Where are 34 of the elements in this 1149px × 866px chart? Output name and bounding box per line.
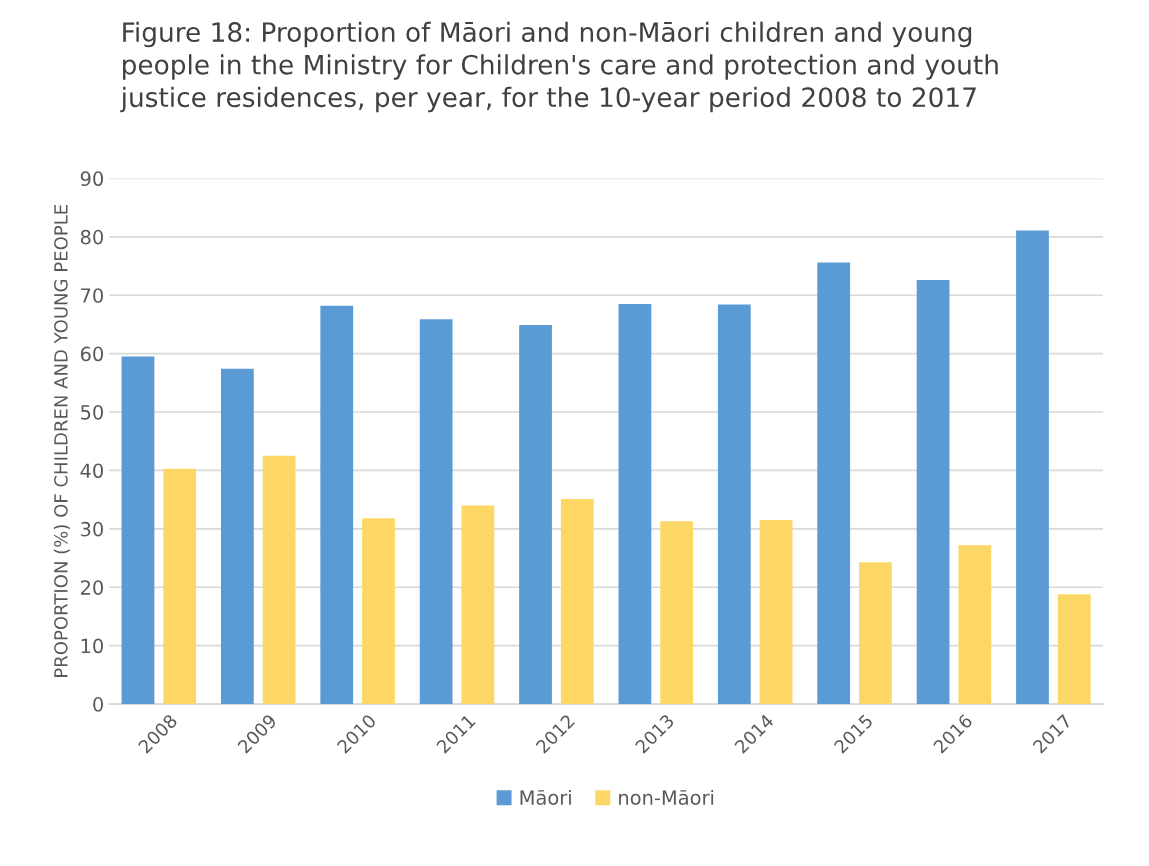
- bar: [817, 262, 851, 705]
- y-tick-label: 80: [80, 229, 103, 245]
- bar: [717, 304, 751, 705]
- bar: [560, 499, 594, 705]
- bar: [958, 545, 992, 705]
- y-tick-label: 50: [81, 404, 103, 420]
- legend-label: Māori: [520, 789, 571, 805]
- y-tick-label: 40: [80, 463, 103, 479]
- bar: [461, 505, 495, 705]
- y-axis-title: PROPORTION (%) OF CHILDREN AND YOUNG PEOPLE: [53, 204, 70, 677]
- bar: [519, 325, 552, 705]
- bar: [320, 305, 354, 705]
- bar: [916, 280, 950, 705]
- bar: [121, 356, 155, 705]
- y-tick-label: 60: [80, 346, 103, 362]
- bar: [660, 521, 694, 705]
- y-tick-label: 90: [80, 171, 103, 187]
- y-tick-label: 0: [93, 697, 103, 712]
- y-tick-label: 10: [81, 638, 103, 654]
- legend-label: non-Māori: [619, 789, 714, 805]
- y-tick-label: 70: [81, 288, 103, 303]
- bar: [1057, 594, 1091, 705]
- bar: [618, 303, 652, 705]
- bar: [759, 520, 793, 705]
- chart-title: Figure 18: Proportion of Māori and non-Māori children and young people in the Ministry for Children's care and protection and youth justice residences, per year, for the 10-year period 2008 to 2017: [120, 21, 998, 113]
- bar: [859, 562, 892, 705]
- y-tick-label: 30: [81, 521, 103, 537]
- bar: [419, 319, 453, 705]
- bar: [220, 368, 254, 705]
- bar: [362, 518, 395, 705]
- bar: [1016, 230, 1049, 705]
- y-tick-label: 20: [80, 580, 103, 595]
- bar: [163, 468, 197, 705]
- bar: [262, 455, 296, 705]
